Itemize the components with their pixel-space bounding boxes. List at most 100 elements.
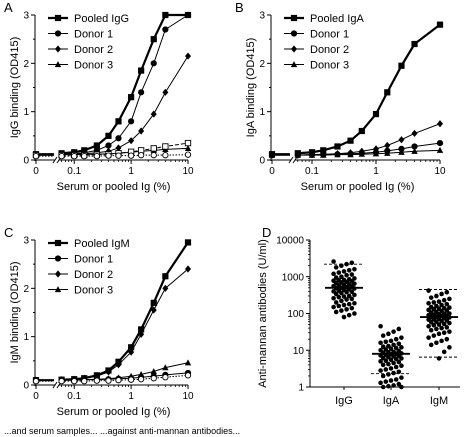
data-point bbox=[137, 152, 145, 159]
data-point bbox=[444, 301, 450, 307]
data-point bbox=[105, 132, 112, 139]
data-point bbox=[331, 259, 336, 264]
legend-label: Donor 3 bbox=[74, 285, 113, 297]
x-tick-label: 10 bbox=[434, 166, 446, 177]
x-tick-label: 0 bbox=[33, 391, 39, 402]
y-tick-label: 1000 bbox=[282, 272, 305, 283]
legend-item: Donor 2 bbox=[48, 44, 113, 56]
data-point bbox=[386, 372, 391, 377]
data-point bbox=[380, 373, 386, 379]
data-point bbox=[333, 291, 339, 297]
legend-label: Pooled IgA bbox=[310, 13, 364, 25]
y-axis-label: IgM binding (OD415) bbox=[9, 261, 21, 363]
data-point bbox=[380, 362, 386, 368]
data-point bbox=[150, 36, 157, 43]
y-axis-label: IgG binding (OD415) bbox=[9, 37, 21, 139]
data-point bbox=[138, 67, 145, 74]
data-point bbox=[93, 142, 100, 149]
data-point bbox=[128, 137, 135, 145]
data-point bbox=[115, 118, 122, 125]
data-point bbox=[184, 372, 192, 379]
data-point bbox=[428, 327, 434, 333]
legend-item: Donor 1 bbox=[48, 29, 113, 41]
data-point bbox=[396, 359, 402, 365]
data-point bbox=[184, 145, 192, 151]
legend: Pooled IgA Donor 1 Donor 2 Donor 3 bbox=[284, 13, 364, 72]
data-point bbox=[383, 339, 389, 345]
data-point bbox=[184, 11, 192, 19]
data-point bbox=[162, 364, 169, 371]
legend-marker bbox=[54, 239, 62, 247]
data-point bbox=[436, 322, 442, 327]
data-point bbox=[344, 289, 349, 295]
data-point bbox=[162, 26, 169, 33]
data-point bbox=[115, 135, 122, 142]
x-tick-label: 10 bbox=[182, 166, 194, 177]
data-point bbox=[150, 299, 157, 306]
data-point bbox=[105, 142, 112, 149]
legend-label: Donor 1 bbox=[310, 29, 349, 41]
data-point bbox=[128, 344, 135, 351]
legend-marker bbox=[55, 45, 61, 53]
data-point bbox=[428, 319, 434, 325]
legend-marker bbox=[54, 14, 62, 22]
legend-label: Donor 3 bbox=[310, 60, 349, 72]
data-point bbox=[81, 152, 88, 160]
data-point bbox=[352, 311, 357, 316]
data-point bbox=[380, 333, 386, 338]
data-point bbox=[398, 136, 405, 144]
legend-marker bbox=[291, 45, 297, 53]
data-point bbox=[115, 144, 122, 152]
data-point bbox=[399, 335, 404, 340]
data-point bbox=[431, 322, 437, 328]
legend-label: Donor 2 bbox=[74, 44, 113, 56]
caption-fragment: ...and serum samples... ...against anti-… bbox=[4, 426, 240, 436]
x-axis-label: Serum or pooled Ig (%) bbox=[57, 181, 171, 193]
data-point bbox=[352, 300, 357, 306]
data-point bbox=[127, 376, 135, 383]
data-point bbox=[336, 303, 342, 309]
data-point bbox=[391, 383, 396, 388]
data-point bbox=[115, 152, 122, 159]
data-point bbox=[396, 341, 402, 347]
data-point bbox=[334, 151, 341, 158]
group-iga bbox=[371, 323, 411, 390]
data-point bbox=[441, 330, 447, 336]
data-point bbox=[444, 289, 450, 295]
data-point bbox=[439, 291, 444, 297]
data-point bbox=[138, 89, 145, 96]
data-point bbox=[441, 321, 447, 327]
y-tick-label: 1 bbox=[23, 107, 29, 118]
y-tick-label: 1 bbox=[259, 107, 265, 118]
data-point bbox=[391, 329, 396, 334]
data-point bbox=[411, 147, 418, 154]
legend-label: Donor 2 bbox=[74, 269, 113, 281]
series-line bbox=[297, 142, 441, 156]
data-point bbox=[436, 299, 442, 304]
data-point bbox=[434, 326, 439, 332]
data-point bbox=[388, 357, 394, 363]
data-point bbox=[344, 297, 349, 302]
x-tick-label: IgM bbox=[430, 395, 448, 407]
y-tick-label: 2 bbox=[23, 284, 29, 295]
data-point bbox=[150, 375, 157, 382]
panel-label: A bbox=[4, 0, 13, 15]
data-point bbox=[349, 296, 355, 302]
data-point bbox=[411, 40, 418, 48]
data-point bbox=[331, 304, 336, 310]
legend-item: Donor 2 bbox=[48, 269, 113, 281]
group-igm bbox=[419, 288, 459, 361]
legend-marker bbox=[290, 30, 298, 37]
data-point bbox=[386, 361, 391, 367]
data-point bbox=[391, 370, 396, 376]
data-point bbox=[439, 338, 444, 344]
legend-marker bbox=[55, 270, 61, 278]
data-point bbox=[162, 284, 169, 292]
y-tick-label: 10 bbox=[293, 346, 305, 357]
legend-label: Donor 3 bbox=[74, 60, 113, 72]
data-point bbox=[398, 148, 405, 155]
legend-marker bbox=[54, 61, 62, 68]
legend-label: Pooled IgG bbox=[74, 13, 129, 25]
data-point bbox=[447, 305, 452, 310]
data-point bbox=[347, 137, 354, 144]
